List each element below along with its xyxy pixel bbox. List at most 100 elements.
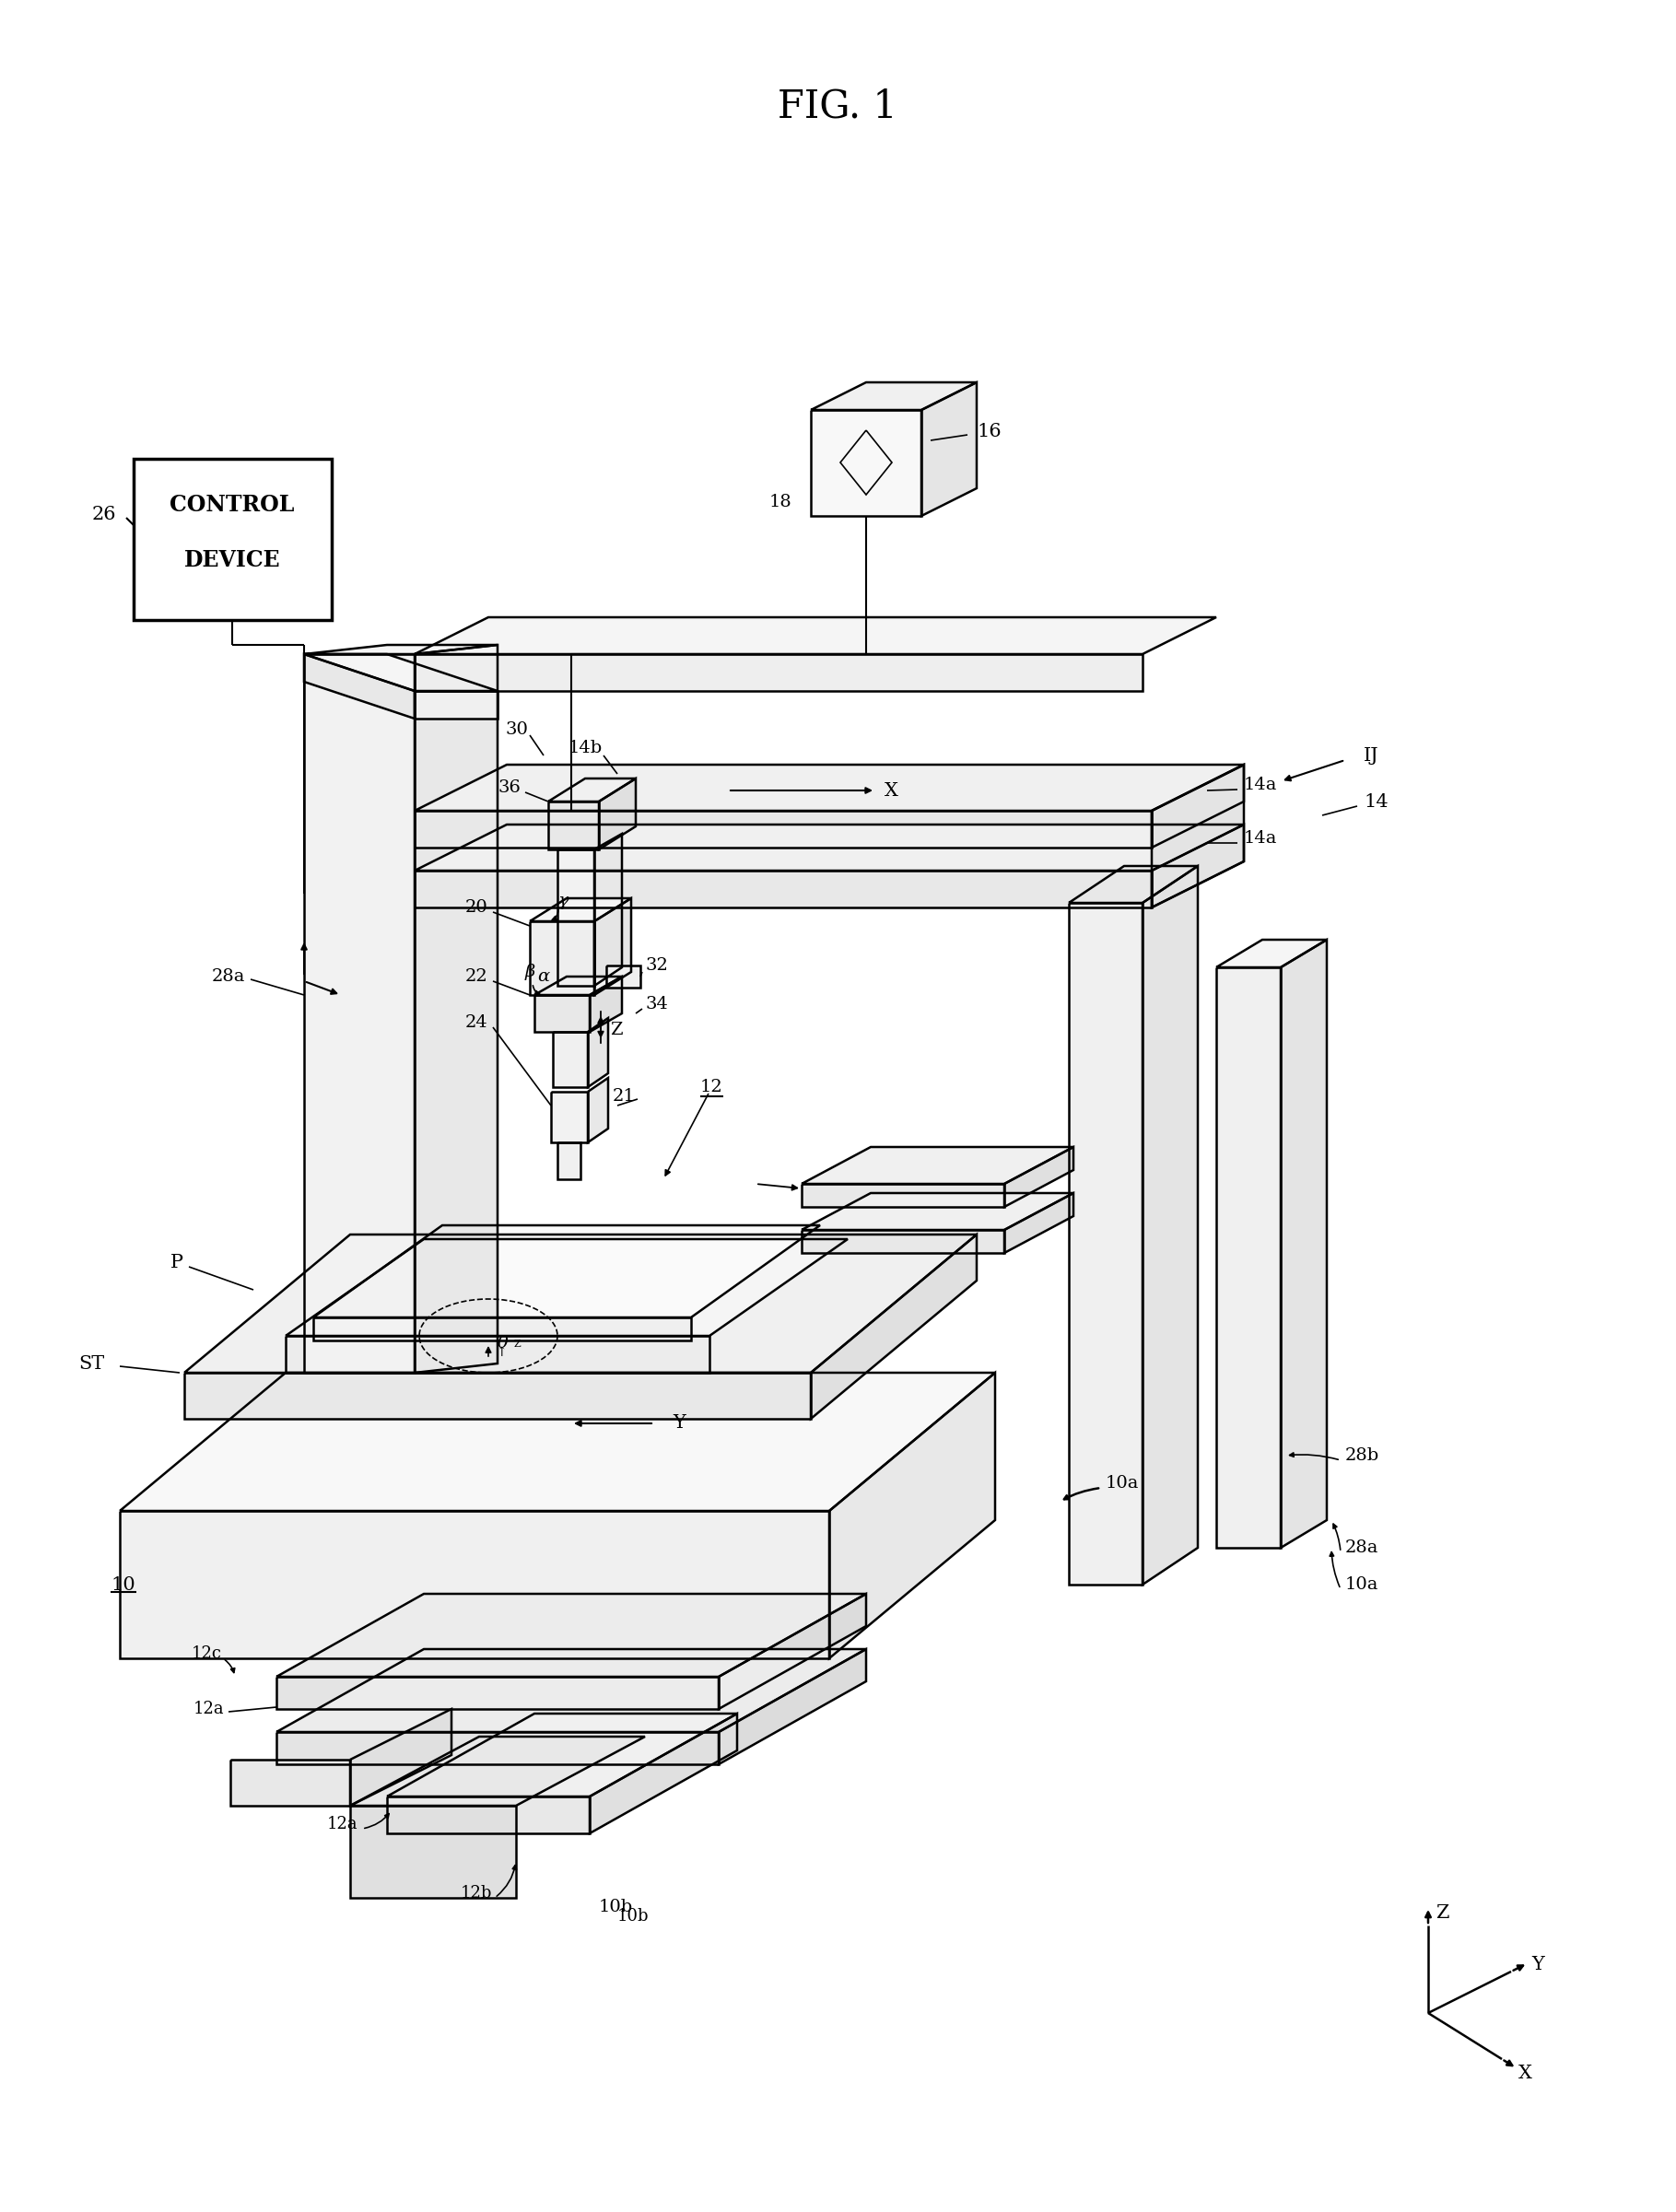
Polygon shape <box>1151 825 1244 907</box>
Polygon shape <box>1069 902 1143 1584</box>
Polygon shape <box>1280 940 1327 1548</box>
Text: X: X <box>1518 2064 1532 2081</box>
Polygon shape <box>1217 940 1327 967</box>
Polygon shape <box>303 655 498 690</box>
Polygon shape <box>184 1374 811 1418</box>
Text: β: β <box>525 964 536 980</box>
Polygon shape <box>350 1710 451 1805</box>
Polygon shape <box>414 825 1244 872</box>
Polygon shape <box>590 975 622 1031</box>
Polygon shape <box>313 1318 691 1340</box>
Polygon shape <box>553 1031 588 1086</box>
Polygon shape <box>801 1183 1004 1208</box>
Polygon shape <box>801 1230 1004 1252</box>
Text: FIG. 1: FIG. 1 <box>778 86 897 126</box>
Polygon shape <box>414 617 1217 655</box>
Polygon shape <box>277 1677 719 1710</box>
Polygon shape <box>588 1018 608 1086</box>
Polygon shape <box>811 409 922 515</box>
Text: Y: Y <box>672 1416 685 1431</box>
Polygon shape <box>230 1761 350 1805</box>
Polygon shape <box>595 834 622 987</box>
Polygon shape <box>607 964 640 987</box>
Text: 12: 12 <box>701 1079 722 1095</box>
Polygon shape <box>530 898 632 920</box>
Polygon shape <box>414 765 1244 812</box>
Text: ST: ST <box>79 1354 104 1371</box>
Text: 26: 26 <box>92 504 117 522</box>
Text: CONTROL: CONTROL <box>169 493 295 515</box>
Text: 12a: 12a <box>193 1701 225 1717</box>
Polygon shape <box>811 383 977 409</box>
Polygon shape <box>277 1650 866 1732</box>
Polygon shape <box>719 1595 866 1710</box>
Polygon shape <box>535 975 622 995</box>
Text: γ: γ <box>558 894 568 909</box>
Text: P: P <box>171 1254 183 1272</box>
Text: Z: Z <box>515 1340 521 1349</box>
Polygon shape <box>598 779 635 849</box>
Polygon shape <box>414 646 498 1374</box>
Polygon shape <box>414 690 498 719</box>
Polygon shape <box>414 655 1143 690</box>
Text: 12c: 12c <box>191 1646 221 1661</box>
Text: 18: 18 <box>769 493 793 511</box>
Polygon shape <box>590 1714 737 1834</box>
Polygon shape <box>595 898 632 995</box>
Text: Y: Y <box>1532 1955 1544 1973</box>
Polygon shape <box>285 1336 709 1374</box>
Text: 21: 21 <box>613 1088 635 1104</box>
Text: 20: 20 <box>466 898 488 916</box>
Text: 10: 10 <box>111 1575 136 1593</box>
Text: 12b: 12b <box>461 1885 493 1902</box>
Text: 14b: 14b <box>568 739 603 757</box>
Text: 28a: 28a <box>211 969 245 984</box>
Text: 36: 36 <box>498 779 521 796</box>
Text: X: X <box>885 781 898 799</box>
Polygon shape <box>830 1374 996 1659</box>
Polygon shape <box>588 1077 608 1141</box>
Polygon shape <box>535 995 590 1031</box>
Polygon shape <box>811 1234 977 1418</box>
Polygon shape <box>1069 867 1198 902</box>
Polygon shape <box>558 849 595 987</box>
Polygon shape <box>719 1650 866 1765</box>
Polygon shape <box>350 1805 516 1898</box>
Polygon shape <box>387 1714 737 1796</box>
FancyBboxPatch shape <box>134 458 332 619</box>
Text: 10b: 10b <box>598 1898 634 1916</box>
Polygon shape <box>1004 1148 1073 1208</box>
Text: 16: 16 <box>977 422 1001 440</box>
Text: 14: 14 <box>1364 792 1388 810</box>
Text: 34: 34 <box>645 995 669 1013</box>
Polygon shape <box>184 1234 977 1374</box>
Polygon shape <box>277 1595 866 1677</box>
Polygon shape <box>1151 765 1244 847</box>
Polygon shape <box>1151 765 1244 907</box>
Polygon shape <box>285 1239 848 1336</box>
Text: Z: Z <box>610 1022 622 1037</box>
Text: 22: 22 <box>466 969 488 984</box>
Text: IJ: IJ <box>1364 748 1379 763</box>
Text: 10b: 10b <box>617 1909 649 1924</box>
Polygon shape <box>414 872 1151 907</box>
Polygon shape <box>303 655 414 1374</box>
Text: 30: 30 <box>504 721 528 739</box>
Text: ↑: ↑ <box>496 1345 506 1358</box>
Text: DEVICE: DEVICE <box>184 549 280 571</box>
Polygon shape <box>548 801 598 849</box>
Text: 14a: 14a <box>1244 776 1277 794</box>
Text: θ: θ <box>498 1334 508 1352</box>
Polygon shape <box>350 1736 645 1805</box>
Text: 14a: 14a <box>1244 830 1277 847</box>
Text: 28b: 28b <box>1346 1447 1379 1464</box>
Polygon shape <box>551 1093 588 1141</box>
Text: 24: 24 <box>466 1015 488 1031</box>
Polygon shape <box>548 779 635 801</box>
Polygon shape <box>414 812 1151 847</box>
Polygon shape <box>387 1796 590 1834</box>
Polygon shape <box>922 383 977 515</box>
Polygon shape <box>313 1225 820 1318</box>
Polygon shape <box>119 1511 830 1659</box>
Text: α: α <box>538 969 550 984</box>
